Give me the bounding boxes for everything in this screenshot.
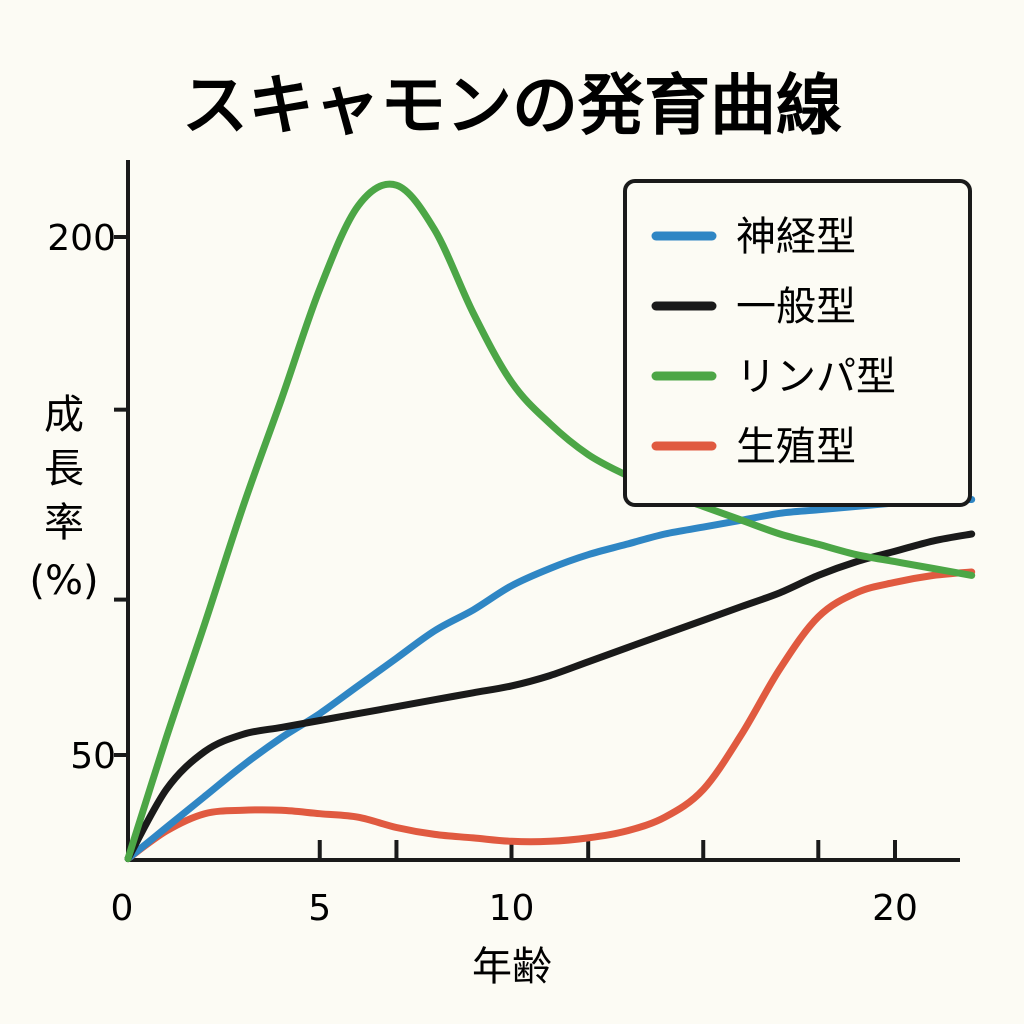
axes <box>126 160 960 862</box>
y-axis-label-part: 成 <box>44 392 84 438</box>
legend-label: 一般型 <box>736 284 856 330</box>
x-tick-label: 10 <box>489 888 535 929</box>
y-tick-label: 200 <box>47 218 116 259</box>
ticks: 0 5 10 20 50 200 <box>47 218 918 929</box>
chart-title: スキャモンの発育曲線 <box>182 67 842 144</box>
x-tick-label: 5 <box>308 888 331 929</box>
legend-label: 生殖型 <box>736 424 856 470</box>
y-axis-label-part: 率 <box>44 500 84 546</box>
y-axis-label-part: (%) <box>29 558 98 604</box>
x-tick-label: 20 <box>872 888 918 929</box>
legend-box <box>623 179 972 507</box>
x-tick-label: 0 <box>111 888 134 929</box>
series-line-1 <box>124 495 976 863</box>
legend-label: リンパ型 <box>736 354 896 400</box>
y-tick-label: 50 <box>70 736 116 777</box>
series-lines <box>124 180 976 863</box>
series-line-3 <box>124 180 976 863</box>
legend-label: 神経型 <box>736 214 856 260</box>
y-axis-label-part: 長 <box>44 446 84 492</box>
x-axis-label: 年齢 <box>472 944 552 990</box>
y-axis-label: 成長率 (%) <box>29 392 98 604</box>
series-line-2 <box>124 530 976 863</box>
series-line-4 <box>124 568 976 863</box>
